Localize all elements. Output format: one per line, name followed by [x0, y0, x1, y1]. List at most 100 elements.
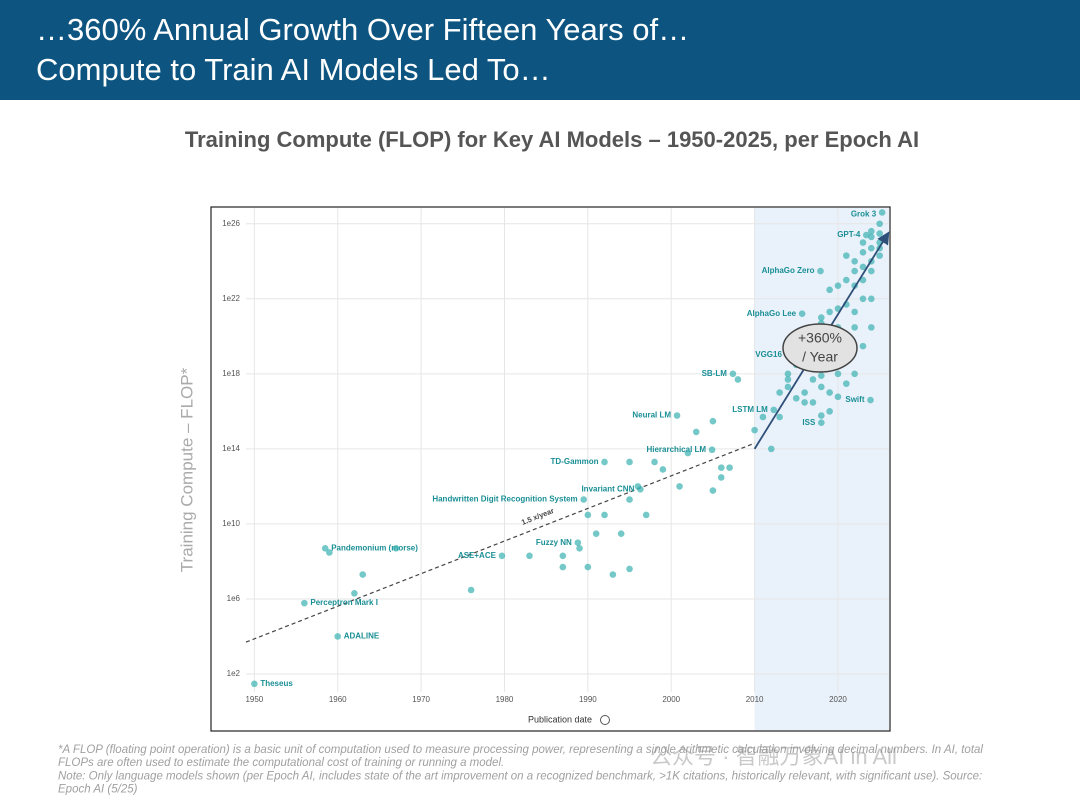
data-point [708, 446, 716, 454]
data-point [817, 419, 825, 426]
data-point [326, 549, 333, 556]
footnote-line: Note: Only language models shown (per Ep… [58, 770, 982, 782]
data-point [559, 552, 567, 560]
data-point [626, 565, 633, 573]
point-label: Invariant CNN [581, 484, 634, 493]
data-point [684, 449, 692, 457]
y-tick-label: 1e18 [222, 369, 240, 378]
data-point [834, 370, 842, 378]
data-point [334, 633, 342, 640]
data-point [817, 267, 824, 275]
data-point [651, 458, 658, 466]
data-point [626, 496, 633, 503]
data-point [863, 231, 870, 239]
data-point [467, 586, 475, 594]
data-point [859, 249, 867, 256]
data-point [867, 396, 874, 404]
data-point [834, 282, 842, 289]
y-tick-label: 1e14 [222, 444, 240, 453]
point-label: ISS [802, 418, 816, 427]
data-point [843, 252, 850, 259]
data-point [843, 380, 850, 387]
y-tick-label: 1e26 [222, 219, 240, 228]
data-point [726, 464, 733, 471]
data-point [617, 530, 625, 538]
data-point [751, 426, 758, 434]
data-point [626, 458, 633, 466]
data-point [659, 466, 667, 473]
point-label: ASE+ACE [458, 551, 497, 560]
data-point [609, 571, 617, 578]
footnote-line: FLOPs are often used to estimate the com… [58, 757, 504, 769]
x-tick-label: 1980 [496, 695, 514, 704]
data-point [834, 393, 842, 401]
data-point [878, 209, 886, 216]
data-point [392, 545, 400, 552]
info-icon [600, 715, 610, 725]
y-tick-label: 1e22 [222, 294, 240, 303]
data-point [359, 571, 367, 578]
data-point [580, 496, 587, 503]
data-point [767, 445, 775, 453]
data-point [574, 539, 582, 546]
data-point [776, 389, 783, 396]
data-point [251, 680, 258, 688]
footnote-line: *A FLOP (floating point operation) is a … [58, 744, 983, 756]
data-point [526, 552, 533, 560]
point-label: Pandemonium (morse) [331, 543, 418, 552]
data-point [692, 428, 700, 436]
growth-label: / Year [802, 349, 838, 365]
x-tick-label: 2000 [662, 695, 680, 704]
footnote-line: Epoch AI (5/25) [58, 784, 138, 796]
point-label: ADALINE [344, 632, 380, 641]
point-label: AlphaGo Lee [747, 309, 797, 318]
data-point [826, 389, 833, 396]
trend-line [245, 442, 755, 643]
data-point [601, 511, 608, 519]
data-point [876, 220, 883, 228]
y-tick-label: 1e10 [222, 519, 240, 528]
data-point [584, 563, 592, 571]
data-point [809, 399, 817, 406]
data-point [876, 252, 883, 259]
x-tick-label: 2010 [746, 695, 764, 704]
data-point [868, 324, 875, 331]
data-point [826, 308, 833, 316]
data-point [709, 417, 717, 425]
point-label: GPT-4 [837, 230, 861, 239]
data-point [784, 370, 792, 378]
data-point [642, 511, 650, 519]
chart-title: Training Compute (FLOP) for Key AI Model… [185, 127, 919, 152]
header-bar [0, 0, 1080, 100]
x-axis-label: Publication date [528, 714, 592, 724]
data-point [792, 394, 800, 402]
data-point [784, 376, 792, 383]
data-point [817, 372, 825, 379]
point-label: Grok 3 [851, 210, 877, 219]
x-tick-label: 2020 [829, 695, 847, 704]
data-point [876, 230, 883, 237]
highlight-region [754, 208, 889, 730]
data-point [859, 295, 867, 303]
growth-bubble [782, 323, 858, 373]
data-point [859, 263, 867, 271]
x-tick-label: 1970 [412, 695, 430, 704]
data-point [851, 267, 858, 275]
point-label: Theseus [260, 679, 293, 688]
data-point [717, 464, 725, 471]
data-point [851, 370, 858, 378]
data-point [801, 389, 808, 396]
data-point [859, 342, 867, 350]
point-label: Perceptron Mark I [310, 598, 378, 607]
data-point [634, 483, 642, 490]
point-label: AlphaGo Zero [762, 266, 815, 275]
data-point [673, 412, 681, 419]
data-point [576, 545, 583, 552]
plot: 1e2 1e6 1e10 1e14 1e18 1e22 1e26 1950 1960 1970 19… [222, 208, 890, 730]
data-point [851, 308, 858, 316]
data-point [868, 295, 875, 303]
data-point [717, 474, 725, 481]
data-point [584, 511, 592, 519]
y-axis-label: Training Compute – FLOP* [177, 367, 196, 572]
